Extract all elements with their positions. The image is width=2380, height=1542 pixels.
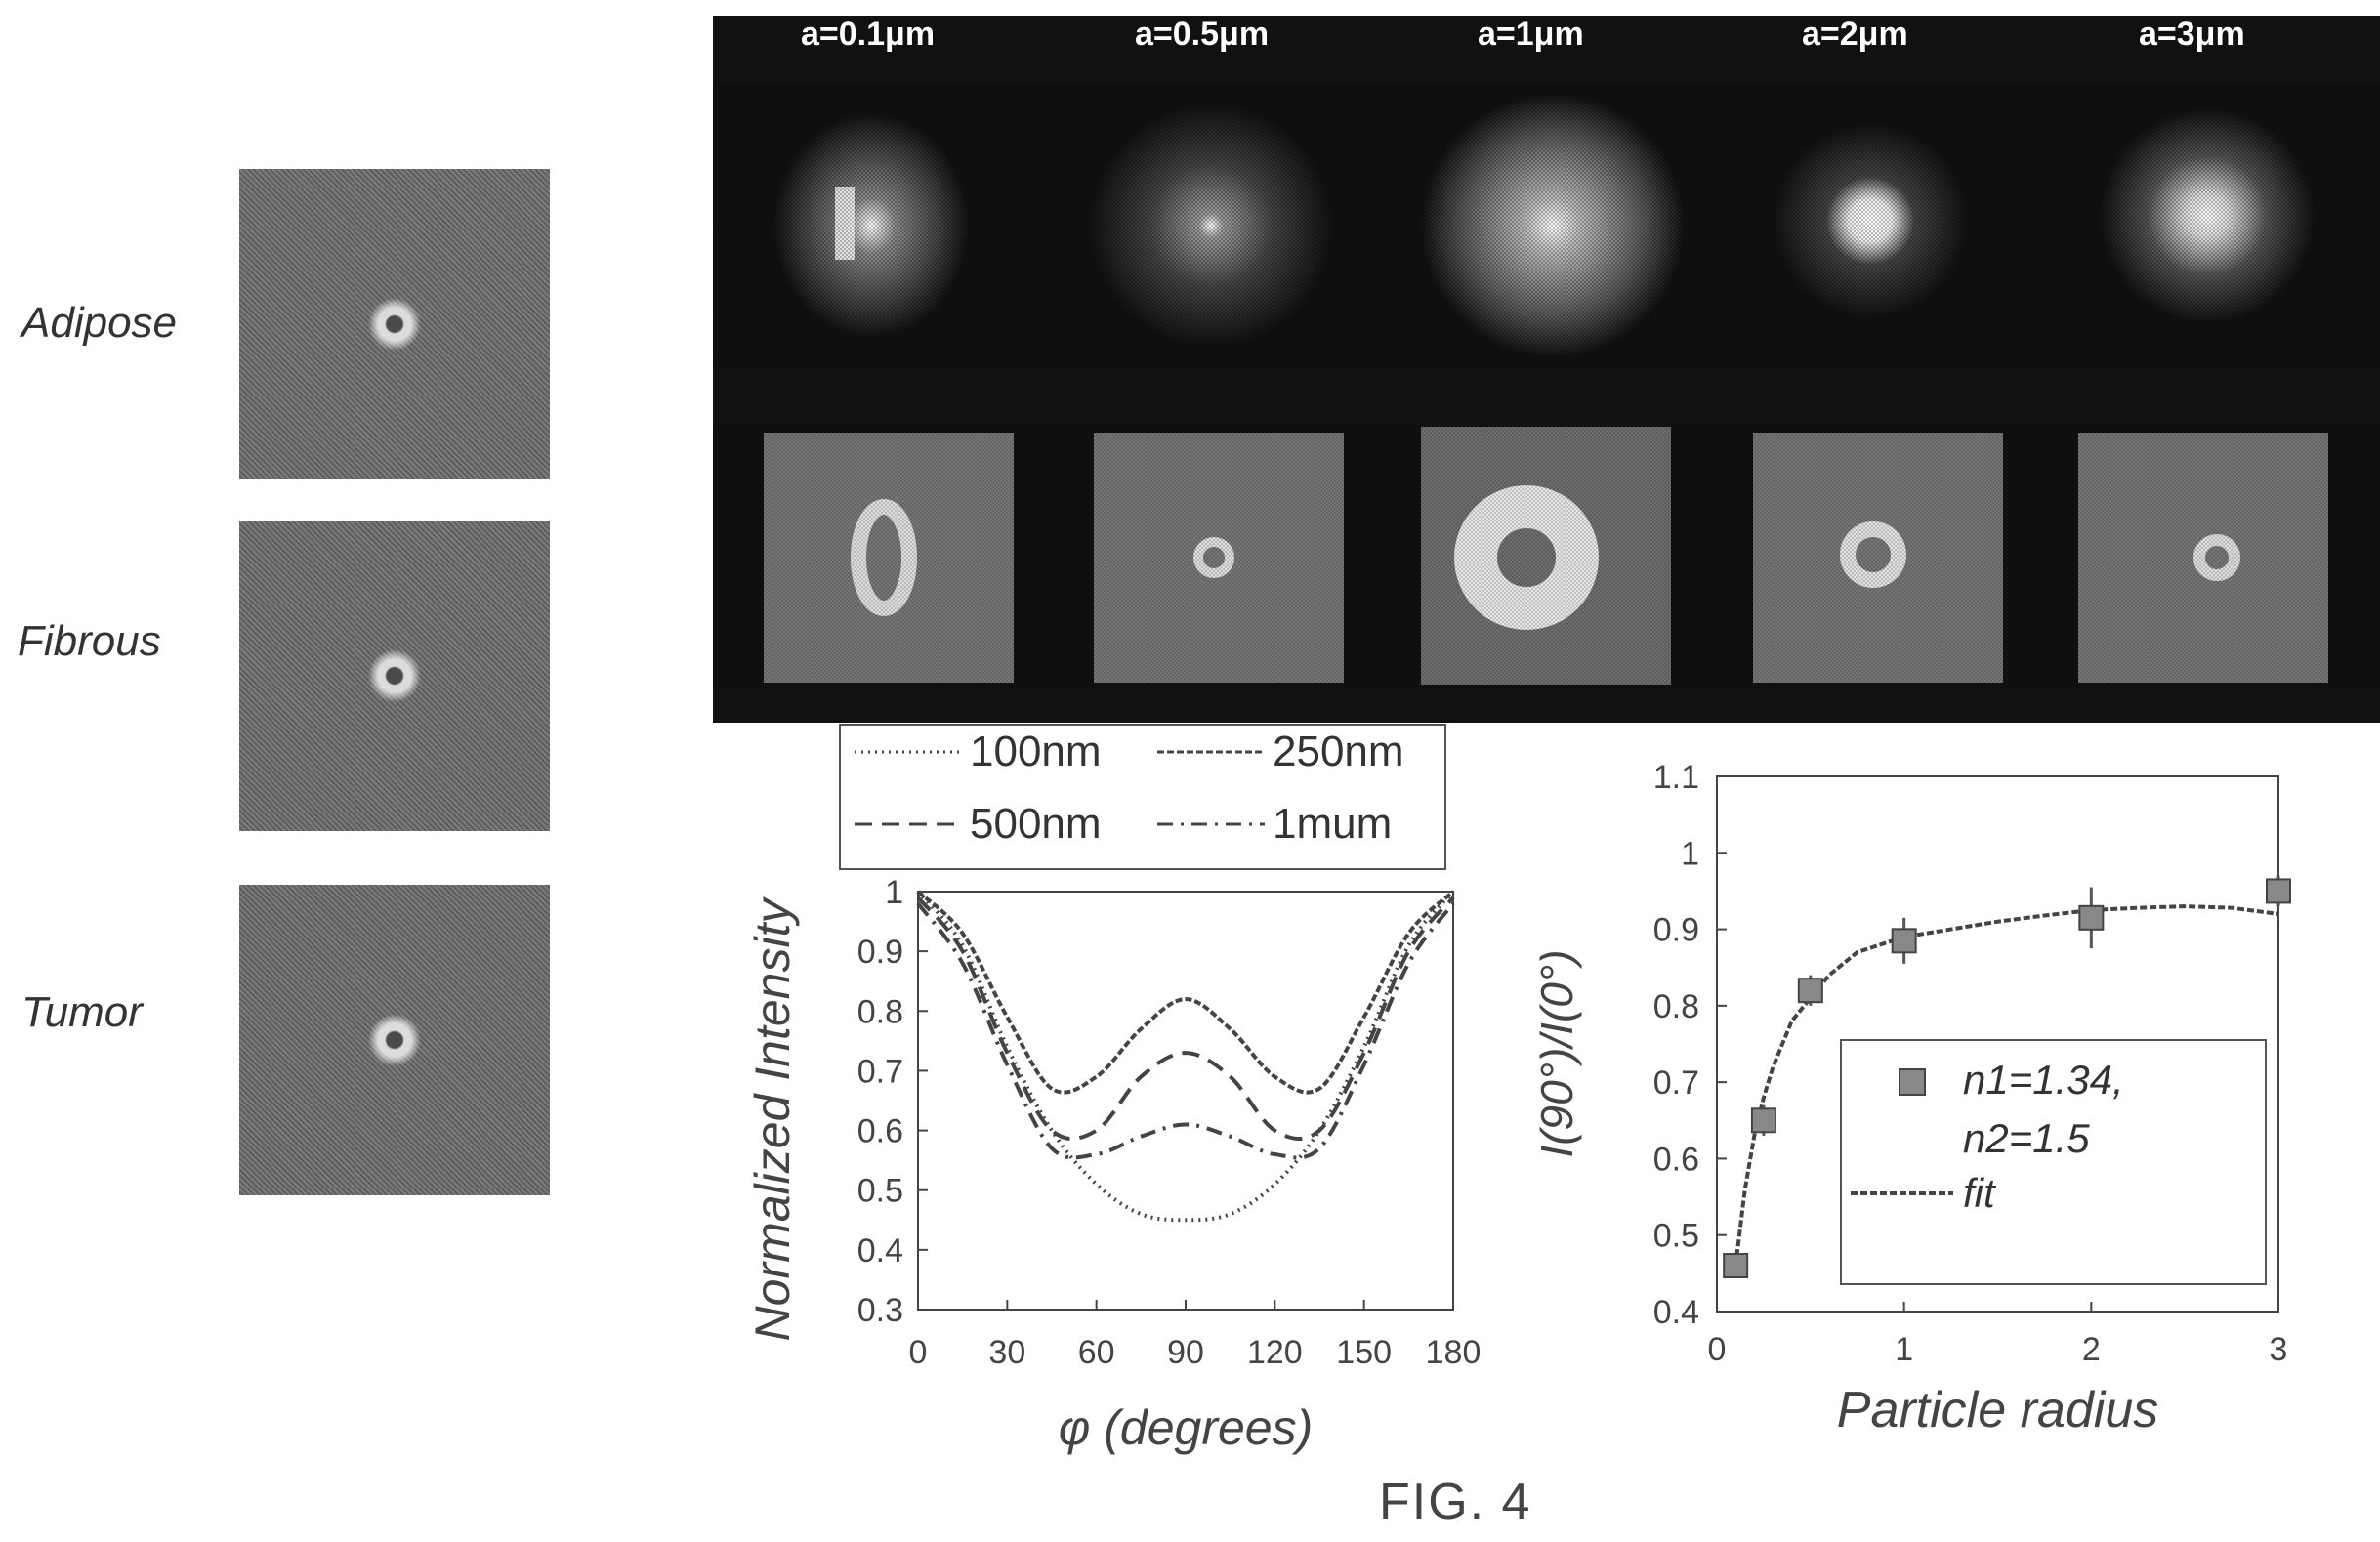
x-tick-label: 2 xyxy=(2082,1331,2101,1368)
legend-label-1mum: 1mum xyxy=(1273,800,1392,848)
x-tick-label: 0 xyxy=(909,1334,928,1371)
data-point xyxy=(1891,917,1917,964)
point-marker xyxy=(1797,978,1823,1004)
y-axis: 0.3 0.4 0.5 0.6 0.7 0.8 0.9 1 xyxy=(857,874,928,1329)
point-marker xyxy=(2266,878,2291,904)
x-tick-label: 90 xyxy=(1167,1334,1204,1371)
x-tick-label: 180 xyxy=(1426,1334,1482,1371)
data-point xyxy=(1723,1253,1749,1279)
simulation-images xyxy=(713,84,2380,689)
x-tick-label: 120 xyxy=(1247,1334,1303,1371)
tissue-label-fibrous: Fibrous xyxy=(18,617,161,665)
x-tick-label: 3 xyxy=(2270,1331,2288,1368)
y-axis: 0.4 0.5 0.6 0.7 0.8 0.9 1 1.1 xyxy=(1653,759,1727,1331)
x-tick-label: 0 xyxy=(1708,1331,1727,1368)
legend-label-fit: fit xyxy=(1963,1170,1997,1216)
legend-box xyxy=(839,724,1446,870)
tumor-scatter-image xyxy=(239,885,550,1195)
x-tick-label: 60 xyxy=(1078,1334,1115,1371)
adipose-scatter-image xyxy=(239,169,550,479)
legend-marker xyxy=(1899,1068,1926,1096)
tissue-label-tumor: Tumor xyxy=(21,988,143,1036)
y-axis-label: Normalized Intensity xyxy=(745,896,800,1342)
point-marker xyxy=(2078,904,2105,931)
y-tick-label: 1 xyxy=(1681,835,1699,872)
series-line-500nm xyxy=(916,896,1455,1141)
data-point xyxy=(2266,875,2291,907)
series-line-1mum xyxy=(916,902,1455,1160)
legend-label-250nm: 250nm xyxy=(1273,728,1404,775)
data-point xyxy=(1797,975,1823,1006)
y-tick-label: 0.5 xyxy=(1653,1218,1699,1255)
sim-label-a2: a=2μm xyxy=(1802,16,1908,53)
plot-frame xyxy=(917,891,1454,1311)
y-tick-label: 1.1 xyxy=(1653,759,1699,796)
legend-label-points-line2: n2=1.5 xyxy=(1963,1115,2090,1161)
point-marker xyxy=(1750,1107,1776,1134)
x-tick-label: 1 xyxy=(1895,1331,1913,1368)
y-tick-label: 0.6 xyxy=(1653,1141,1699,1178)
ratio-radius-chart: 0 1 2 3 0.4 0.5 0.6 0.7 0.8 0.9 1 1.1 Particle radiu… xyxy=(1531,759,2291,1438)
y-tick-label: 0.9 xyxy=(857,934,903,971)
y-tick-label: 0.9 xyxy=(1653,912,1699,949)
sim-label-a1: a=1μm xyxy=(1478,16,1584,53)
legend-label-points-line1: n1=1.34, xyxy=(1963,1057,2124,1103)
y-axis-label: I(90°)/I(0°) xyxy=(1531,949,1582,1157)
y-tick-label: 1 xyxy=(885,874,903,911)
y-tick-label: 0.8 xyxy=(857,993,903,1030)
figure-caption: FIG. 4 xyxy=(1379,1474,1532,1530)
point-marker xyxy=(1723,1253,1749,1279)
sim-label-a3: a=3μm xyxy=(2139,16,2245,53)
fibrous-scatter-image xyxy=(239,521,550,831)
fit-line xyxy=(1733,904,2279,1267)
point-marker xyxy=(1891,928,1917,954)
series-line-250nm xyxy=(916,890,1455,1095)
tissue-label-adipose: Adipose xyxy=(21,299,178,347)
x-axis-label: φ (degrees) xyxy=(1059,1400,1314,1455)
data-point xyxy=(1750,1104,1776,1136)
simulation-panel: a=0.1μm a=0.5μm a=1μm a=2μm a=3μm xyxy=(713,16,2380,723)
x-axis: 0 30 60 90 120 150 180 xyxy=(909,1300,1482,1371)
series-line-100nm xyxy=(916,890,1455,1223)
legend-label-100nm: 100nm xyxy=(970,728,1102,775)
sim-label-a01: a=0.1μm xyxy=(801,16,936,53)
x-tick-label: 30 xyxy=(988,1334,1025,1371)
x-axis: 0 1 2 3 xyxy=(1708,1302,2288,1368)
plot-frame xyxy=(1716,775,2279,1313)
y-tick-label: 0.3 xyxy=(857,1292,903,1329)
y-tick-label: 0.5 xyxy=(857,1173,903,1210)
y-tick-label: 0.7 xyxy=(857,1053,903,1090)
y-tick-label: 0.8 xyxy=(1653,988,1699,1025)
sim-label-a05: a=0.5μm xyxy=(1135,16,1270,53)
legend-ratio: n1=1.34, n2=1.5 fit xyxy=(1840,1039,2267,1285)
y-tick-label: 0.4 xyxy=(857,1232,903,1270)
x-tick-label: 150 xyxy=(1336,1334,1392,1371)
x-axis-label: Particle radius xyxy=(1837,1382,2158,1438)
y-tick-label: 0.6 xyxy=(857,1113,903,1150)
legend-label-500nm: 500nm xyxy=(970,800,1102,848)
legend-intensity: 100nm 250nm 500nm 1mum xyxy=(839,724,1446,870)
data-point xyxy=(2078,887,2105,949)
y-tick-label: 0.7 xyxy=(1653,1064,1699,1102)
y-tick-label: 0.4 xyxy=(1653,1294,1699,1331)
